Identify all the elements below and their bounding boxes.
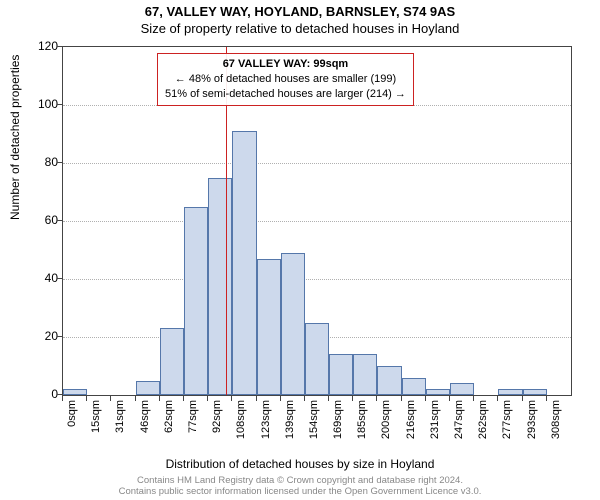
x-tick-mark <box>546 396 547 401</box>
x-tick-mark <box>304 396 305 401</box>
x-tick-label: 77sqm <box>187 400 199 433</box>
y-tick-label: 0 <box>28 387 58 401</box>
y-tick-label: 20 <box>28 329 58 343</box>
x-tick-mark <box>376 396 377 401</box>
x-tick-label: 185sqm <box>356 400 368 439</box>
gridline <box>63 163 571 164</box>
x-tick-label: 15sqm <box>90 400 102 433</box>
x-tick-label: 293sqm <box>526 400 538 439</box>
x-tick-mark <box>231 396 232 401</box>
x-tick-label: 31sqm <box>114 400 126 433</box>
x-tick-label: 62sqm <box>163 400 175 433</box>
x-tick-mark <box>159 396 160 401</box>
x-tick-label: 231sqm <box>429 400 441 439</box>
x-tick-mark <box>86 396 87 401</box>
histogram-bar <box>498 389 522 395</box>
x-tick-mark <box>183 396 184 401</box>
x-tick-label: 216sqm <box>405 400 417 439</box>
x-tick-label: 46sqm <box>139 400 151 433</box>
x-tick-mark <box>280 396 281 401</box>
gridline <box>63 279 571 280</box>
info-box: 67 VALLEY WAY: 99sqm ← 48% of detached h… <box>157 53 414 106</box>
y-axis-label: Number of detached properties <box>8 55 22 220</box>
histogram-bar <box>329 354 353 395</box>
histogram-bar <box>63 389 87 395</box>
x-tick-mark <box>256 396 257 401</box>
histogram-bar <box>232 131 256 395</box>
histogram-bar <box>305 323 329 396</box>
x-tick-mark <box>425 396 426 401</box>
x-tick-mark <box>497 396 498 401</box>
x-tick-mark <box>135 396 136 401</box>
x-tick-label: 0sqm <box>66 400 78 427</box>
y-tick-label: 60 <box>28 213 58 227</box>
histogram-bar <box>208 178 232 396</box>
y-tick-label: 40 <box>28 271 58 285</box>
x-tick-label: 154sqm <box>308 400 320 439</box>
footer-line2: Contains public sector information licen… <box>119 486 482 497</box>
x-tick-label: 200sqm <box>380 400 392 439</box>
x-tick-mark <box>207 396 208 401</box>
x-tick-mark <box>401 396 402 401</box>
x-tick-mark <box>352 396 353 401</box>
x-tick-label: 139sqm <box>284 400 296 439</box>
x-tick-mark <box>449 396 450 401</box>
x-tick-label: 92sqm <box>211 400 223 433</box>
info-box-line3: 51% of semi-detached houses are larger (… <box>165 88 406 100</box>
x-tick-label: 308sqm <box>550 400 562 439</box>
histogram-bar <box>402 378 426 395</box>
histogram-bar <box>184 207 208 396</box>
histogram-bar <box>136 381 160 396</box>
x-tick-label: 262sqm <box>477 400 489 439</box>
histogram-bar <box>426 389 450 395</box>
footer-line1: Contains HM Land Registry data © Crown c… <box>137 475 463 486</box>
x-axis-label: Distribution of detached houses by size … <box>0 457 600 471</box>
histogram-bar <box>523 389 547 395</box>
histogram-bar <box>160 328 184 395</box>
y-tick-label: 120 <box>28 39 58 53</box>
y-tick-label: 80 <box>28 155 58 169</box>
info-box-line2: ← 48% of detached houses are smaller (19… <box>175 73 396 85</box>
x-tick-mark <box>473 396 474 401</box>
x-tick-mark <box>110 396 111 401</box>
histogram-bar <box>257 259 281 395</box>
footer: Contains HM Land Registry data © Crown c… <box>0 476 600 498</box>
info-box-line1: 67 VALLEY WAY: 99sqm <box>223 58 349 70</box>
x-tick-mark <box>328 396 329 401</box>
x-tick-label: 247sqm <box>453 400 465 439</box>
plot-area: 67 VALLEY WAY: 99sqm ← 48% of detached h… <box>62 46 572 396</box>
y-tick-label: 100 <box>28 97 58 111</box>
histogram-bar <box>281 253 305 395</box>
histogram-bar <box>353 354 377 395</box>
x-tick-mark <box>522 396 523 401</box>
gridline <box>63 221 571 222</box>
chart-subtitle: Size of property relative to detached ho… <box>0 21 600 38</box>
x-tick-label: 123sqm <box>260 400 272 439</box>
x-tick-label: 277sqm <box>501 400 513 439</box>
chart-title-address: 67, VALLEY WAY, HOYLAND, BARNSLEY, S74 9… <box>0 4 600 21</box>
x-tick-label: 169sqm <box>332 400 344 439</box>
x-tick-mark <box>62 396 63 401</box>
histogram-bar <box>377 366 401 395</box>
histogram-bar <box>450 383 474 395</box>
x-tick-label: 108sqm <box>235 400 247 439</box>
